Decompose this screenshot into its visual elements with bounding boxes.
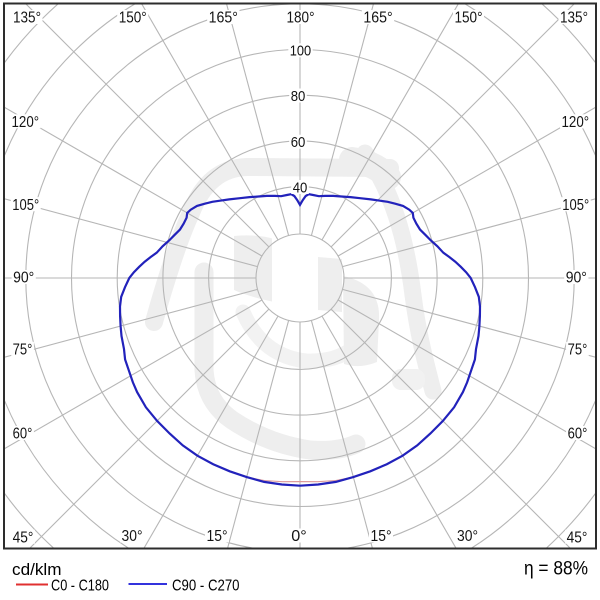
svg-text:C0 - C180: C0 - C180: [51, 578, 109, 595]
svg-text:120°: 120°: [562, 114, 590, 131]
svg-text:90°: 90°: [13, 270, 34, 287]
svg-text:180°: 180°: [287, 10, 315, 27]
svg-text:75°: 75°: [13, 342, 33, 359]
svg-text:105°: 105°: [562, 197, 589, 214]
svg-text:120°: 120°: [12, 114, 40, 131]
svg-text:165°: 165°: [209, 10, 238, 27]
svg-text:0°: 0°: [291, 528, 307, 545]
svg-text:C90 - C270: C90 - C270: [172, 578, 240, 595]
svg-text:60°: 60°: [568, 426, 588, 443]
svg-text:150°: 150°: [455, 10, 483, 27]
svg-text:135°: 135°: [560, 10, 588, 27]
svg-text:150°: 150°: [119, 10, 147, 27]
svg-text:15°: 15°: [371, 528, 392, 545]
svg-text:η = 88%: η = 88%: [524, 559, 588, 580]
svg-text:75°: 75°: [568, 342, 588, 359]
svg-text:60°: 60°: [13, 426, 33, 443]
svg-text:15°: 15°: [207, 528, 228, 545]
svg-text:105°: 105°: [12, 197, 39, 214]
svg-text:40: 40: [293, 179, 308, 196]
svg-text:cd/klm: cd/klm: [12, 560, 62, 579]
svg-text:30°: 30°: [457, 528, 478, 545]
svg-text:90°: 90°: [566, 270, 587, 287]
svg-text:80: 80: [291, 88, 306, 105]
svg-text:135°: 135°: [13, 10, 41, 27]
svg-text:30°: 30°: [122, 528, 143, 545]
svg-text:45°: 45°: [13, 529, 34, 546]
svg-text:165°: 165°: [363, 10, 392, 27]
svg-text:45°: 45°: [567, 529, 588, 546]
svg-text:100: 100: [290, 43, 311, 60]
svg-text:60: 60: [291, 134, 306, 151]
